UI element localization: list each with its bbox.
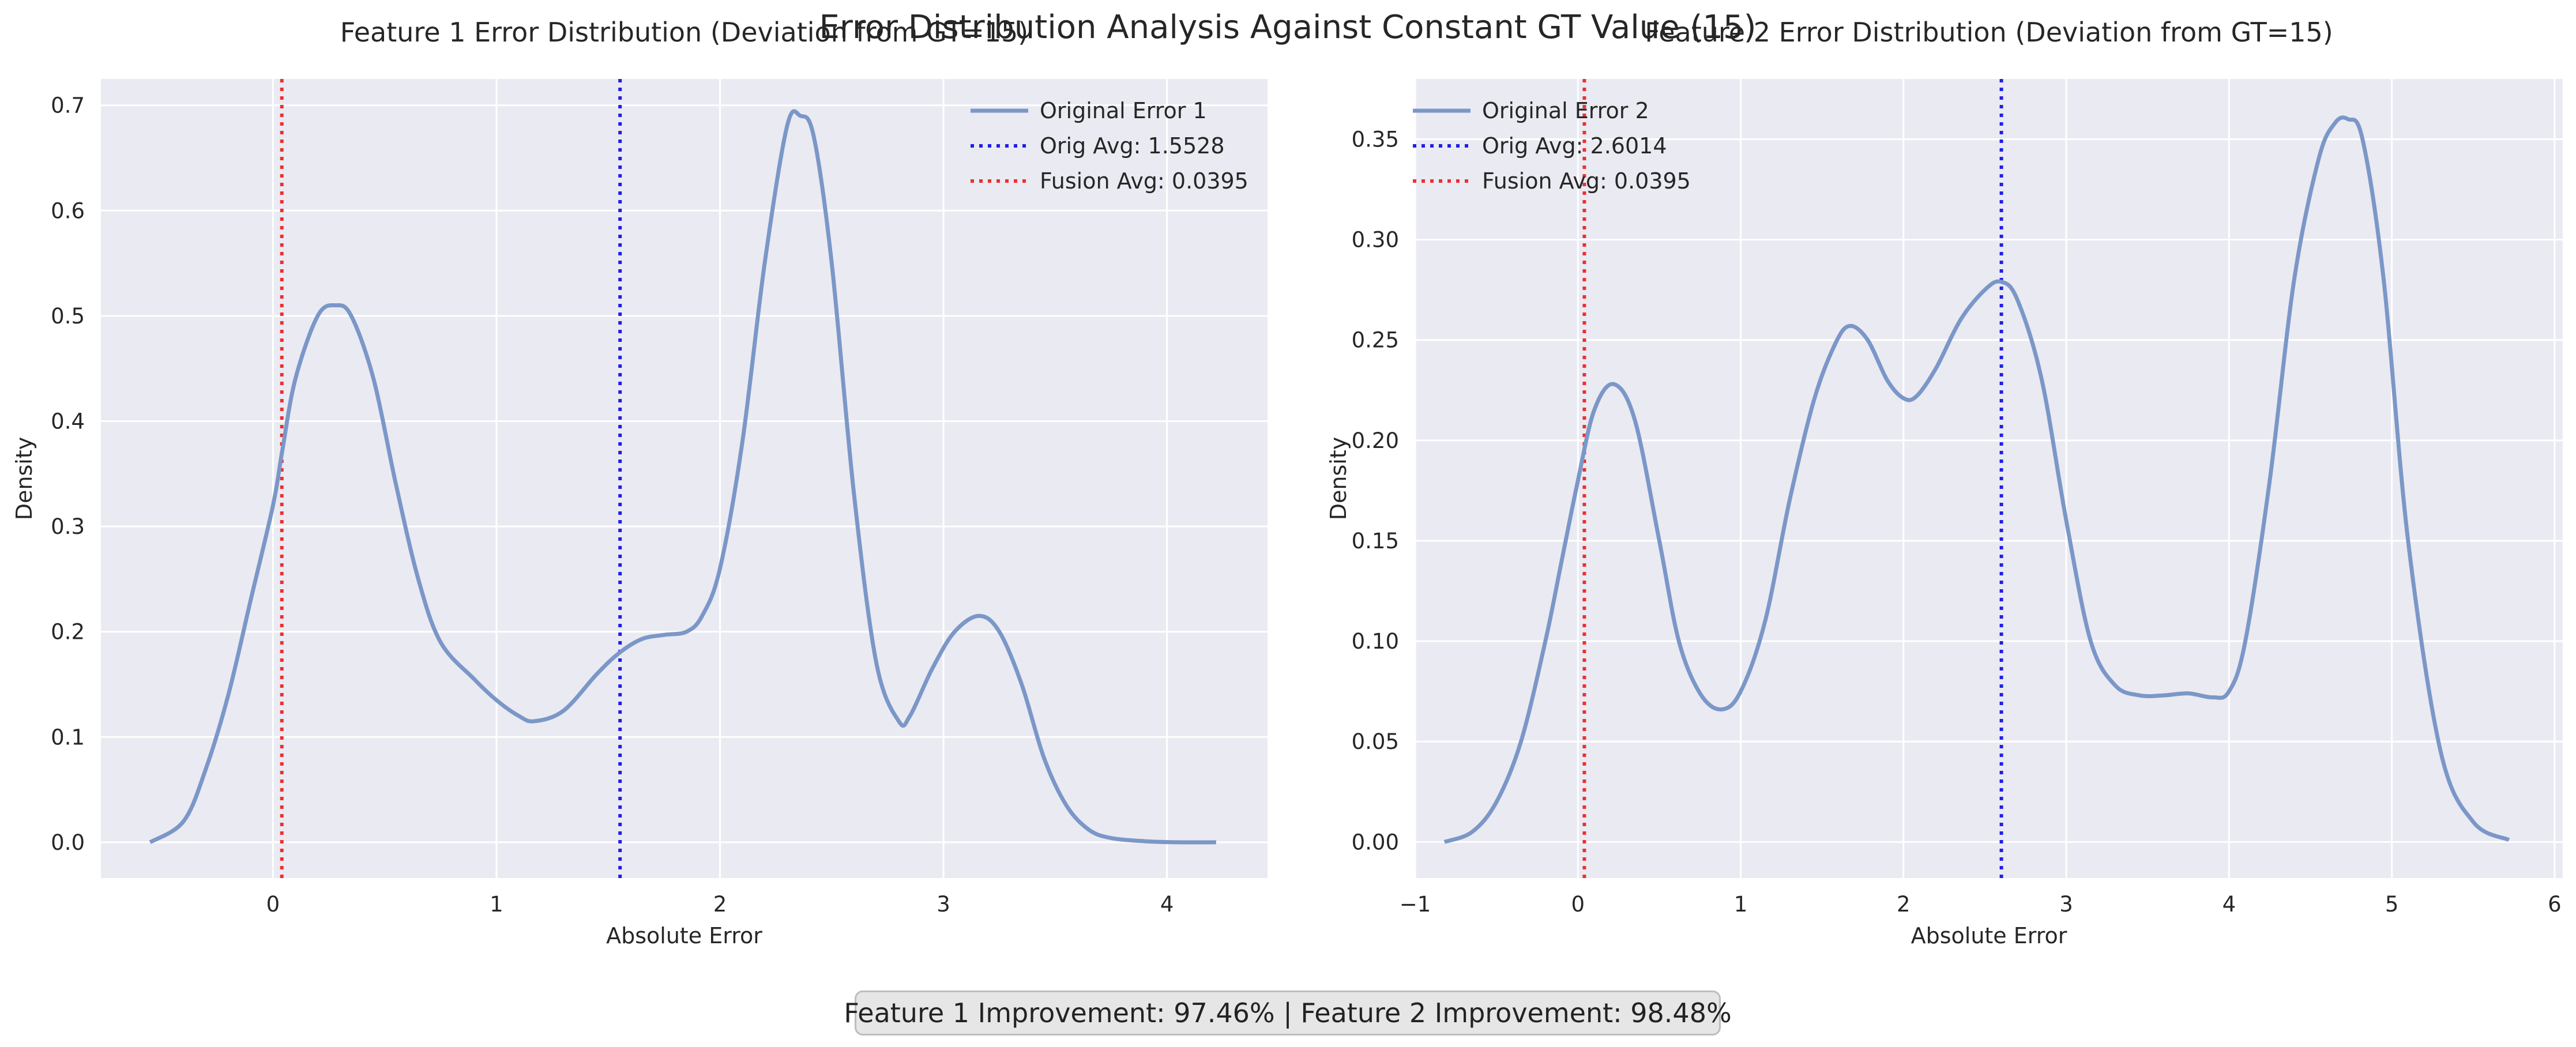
legend-label: Original Error 1 [1040,98,1207,123]
legend-label: Fusion Avg: 0.0395 [1482,168,1691,194]
x-tick-label: 0 [266,892,280,917]
y-tick-label: 0.0 [51,830,85,855]
x-tick-label: 3 [937,892,950,917]
y-tick-label: 0.30 [1352,228,1399,253]
legend-label: Orig Avg: 1.5528 [1040,133,1225,159]
y-tick-label: 0.4 [51,409,85,434]
x-tick-label: 3 [2059,892,2073,917]
y-tick-label: 0.10 [1352,629,1399,654]
y-tick-label: 0.25 [1352,328,1399,353]
kde-curve [1443,115,2510,844]
x-tick-label: 2 [1897,892,1911,917]
improvement-summary-box: Feature 1 Improvement: 97.46% | Feature … [844,990,1732,1035]
y-tick-label: 0.15 [1352,529,1399,553]
x-tick-label: −1 [1400,892,1431,917]
y-axis-label: Density [1326,437,1351,520]
chart-title: Feature 1 Error Distribution (Deviation … [340,17,1028,48]
y-tick-label: 0.7 [51,93,85,118]
x-tick-label: 5 [2385,892,2399,917]
x-tick-label: 2 [713,892,727,917]
y-tick-label: 0.3 [51,514,85,539]
legend-label: Original Error 2 [1482,98,1649,123]
figure-suptitle: Error Distribution Analysis Against Cons… [819,9,1757,46]
improvement-summary-text: Feature 1 Improvement: 97.46% | Feature … [844,997,1732,1029]
x-tick-label: 4 [1160,892,1174,917]
x-tick-label: 0 [1571,892,1585,917]
x-tick-label: 1 [1734,892,1748,917]
y-tick-label: 0.5 [51,304,85,329]
y-tick-label: 0.2 [51,620,85,645]
x-tick-label: 6 [2548,892,2562,917]
x-tick-label: 1 [490,892,503,917]
y-tick-label: 0.6 [51,198,85,223]
chart-panel-feature-2: −1 0 1 2 3 4 5 6 0.00 0.05 0.10 0.15 0.20 0.25 0.30 0.3… [1326,17,2563,948]
legend-label: Fusion Avg: 0.0395 [1040,168,1248,194]
kde-curve [149,109,1216,845]
y-tick-label: 0.35 [1352,127,1399,152]
legend-label: Orig Avg: 2.6014 [1482,133,1667,159]
y-tick-label: 0.05 [1352,729,1399,754]
x-tick-label: 4 [2222,892,2236,917]
plot-area [1415,79,2563,878]
y-tick-label: 0.00 [1352,830,1399,854]
x-axis-label: Absolute Error [606,923,762,948]
plot-area [101,79,1268,878]
y-axis-label: Density [12,437,37,520]
y-tick-label: 0.1 [51,725,85,750]
chart-title: Feature 2 Error Distribution (Deviation … [1645,17,2333,48]
x-axis-label: Absolute Error [1911,923,2067,948]
y-tick-label: 0.20 [1352,428,1399,453]
chart-panel-feature-1: 0 1 2 3 4 0.0 0.1 0.2 0.3 0.4 0.5 0.6 0.7 Absolute Er… [12,17,1268,948]
